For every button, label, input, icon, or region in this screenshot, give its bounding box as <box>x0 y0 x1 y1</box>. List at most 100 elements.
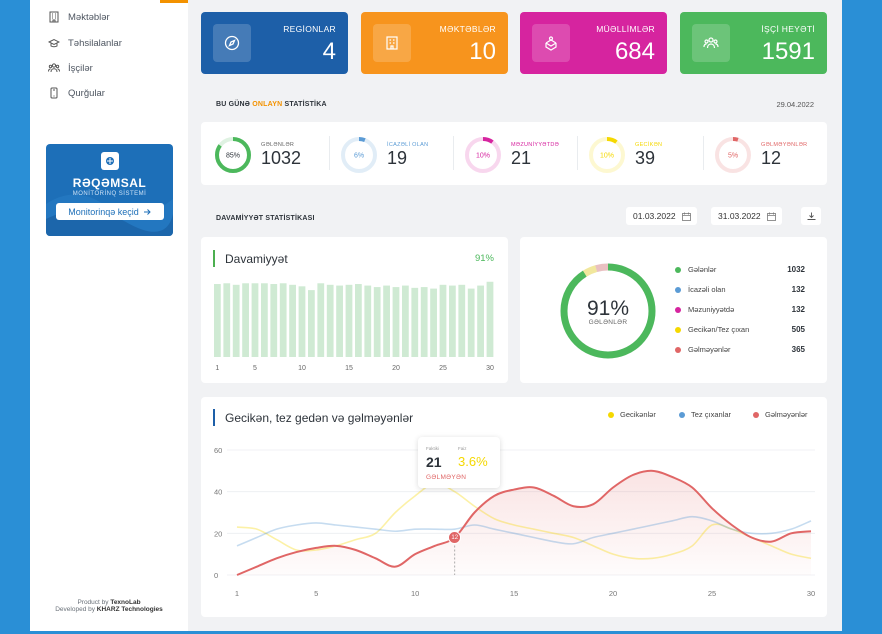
compass-icon <box>213 24 251 62</box>
date-to-value: 31.03.2022 <box>718 211 761 221</box>
device-icon <box>50 87 58 99</box>
date-from-value: 01.03.2022 <box>633 211 676 221</box>
monitoring-link-button[interactable]: Monitorinqə keçid <box>55 203 164 220</box>
donut-legend-row: Gəlməyənlər 365 <box>675 345 805 354</box>
legend-label: Gəlməyənlər <box>765 410 808 419</box>
legend-label: İcazəli olan <box>688 285 726 294</box>
ring-fill <box>715 137 751 173</box>
legend-dot <box>679 411 685 418</box>
tooltip-value-b: 3.6% <box>458 454 488 469</box>
x-tick-label: 10 <box>411 589 419 598</box>
x-tick-label: 15 <box>510 589 518 598</box>
download-button[interactable] <box>801 207 821 225</box>
attendance-bar <box>270 284 278 357</box>
online-stats-date: 29.04.2022 <box>776 100 814 109</box>
graduation-cap-icon <box>48 38 60 48</box>
attendance-heading: DAVAMİYYƏT STATİSTİKASI <box>216 215 315 222</box>
online-stat-value: 21 <box>511 147 532 168</box>
stat-label: REGİONLAR <box>283 24 336 34</box>
attendance-bar <box>251 283 259 357</box>
y-tick-label: 20 <box>214 529 222 538</box>
y-tick-label: 0 <box>214 571 218 580</box>
staff-icon <box>692 24 730 62</box>
donut-segment <box>560 263 656 359</box>
attendance-bar <box>420 287 428 357</box>
x-tick-label: 5 <box>314 589 318 598</box>
attendance-bar <box>486 281 494 357</box>
legend-dot <box>608 411 614 418</box>
x-tick-label: 5 <box>253 365 257 372</box>
monitoring-link-label: Monitorinqə keçid <box>68 206 139 217</box>
progress-ring: 85% <box>215 137 251 173</box>
app-frame: Məktəblər Təhsilalanlar İşçilər Qurğular… <box>30 0 842 631</box>
attendance-bar <box>411 287 419 357</box>
ring-percent: 10% <box>600 153 614 160</box>
sidebar-item-schools[interactable]: Məktəblər <box>48 11 110 23</box>
progress-ring: 5% <box>715 137 751 173</box>
attendance-bar <box>223 283 231 357</box>
sidebar-item-label: İşçilər <box>68 62 93 74</box>
sidebar-item-workers[interactable]: İşçilər <box>48 62 93 74</box>
heading-prefix: BU GÜNƏ <box>216 101 251 108</box>
promo-title: RƏQƏMSAL <box>72 176 147 190</box>
legend-item-late: Gecikənlər <box>608 410 656 419</box>
stat-label: MÜƏLLİMLƏR <box>596 24 655 34</box>
stat-value: 1591 <box>761 38 815 65</box>
x-tick-label: 15 <box>345 365 353 372</box>
stat-card-staff[interactable]: İŞÇİ HEYƏTİ 1591 <box>680 12 827 74</box>
x-tick-label: 30 <box>486 365 494 372</box>
legend-dot <box>675 346 681 353</box>
attendance-bar <box>242 283 249 357</box>
attendance-bar <box>214 284 221 357</box>
online-stat-text: GƏLMƏYƏNLƏR 12 <box>761 142 807 169</box>
monitoring-promo-card: RƏQƏMSAL MONİTORİNQ SİSTEMİ Monitorinqə … <box>46 144 173 236</box>
legend-dot <box>675 286 681 293</box>
donut-legend-row: İcazəli olan 132 <box>675 285 805 294</box>
stat-divider <box>453 136 454 170</box>
attendance-panel-title: Davamiyyət <box>225 252 288 266</box>
date-to-picker[interactable]: 31.03.2022 <box>711 207 782 225</box>
attendance-bar <box>232 284 240 357</box>
attendance-bar <box>402 285 409 357</box>
chart-point-marker: 12 <box>448 531 462 544</box>
sidebar-item-students[interactable]: Təhsilalanlar <box>48 37 122 49</box>
attendance-bar <box>392 287 400 357</box>
attendance-bar <box>449 285 456 357</box>
stat-card-schools[interactable]: MƏKTƏBLƏR 10 <box>361 12 508 74</box>
sidebar-item-label: Məktəblər <box>68 11 110 23</box>
online-stat-item: 85% GƏLƏNLƏR 1032 <box>213 132 301 178</box>
progress-ring: 10% <box>465 137 501 173</box>
x-tick-label: 1 <box>235 589 239 598</box>
ring-fill <box>589 137 625 173</box>
online-stat-label: GECİKƏN <box>635 141 663 148</box>
x-tick-label: 1 <box>215 365 219 372</box>
stat-card-teachers[interactable]: MÜƏLLİMLƏR 684 <box>520 12 667 74</box>
online-stat-label: GƏLƏNLƏR <box>261 141 295 148</box>
donut-center-value: 91% <box>586 297 630 320</box>
x-tick-label: 20 <box>609 589 617 598</box>
panel-title-accent <box>213 409 215 426</box>
y-tick-label: 40 <box>214 488 222 497</box>
attendance-bar <box>279 283 287 357</box>
ring-fill <box>465 137 501 173</box>
download-icon <box>807 212 815 220</box>
panel-title-accent <box>213 250 215 267</box>
attendance-bar-panel: Davamiyyət 91% 1 5 10 15 20 25 30 <box>201 237 508 383</box>
school-icon <box>373 24 411 62</box>
stat-label: İŞÇİ HEYƏTİ <box>761 24 815 34</box>
sidebar-item-devices[interactable]: Qurğular <box>48 87 105 99</box>
stat-card-regions[interactable]: REGİONLAR 4 <box>201 12 348 74</box>
legend-dot <box>675 326 681 333</box>
credit-prefix: Product by <box>77 599 109 606</box>
online-stat-label: MƏZUNİYYƏTDƏ <box>511 141 560 148</box>
date-from-picker[interactable]: 01.03.2022 <box>626 207 697 225</box>
promo-subtitle: MONİTORİNQ SİSTEMİ <box>72 191 147 197</box>
legend-label: Gələnlər <box>688 265 717 274</box>
sidebar-item-label: Qurğular <box>68 87 105 99</box>
x-tick-label: 20 <box>392 365 400 372</box>
tooltip-caption: GƏLMƏYƏN <box>426 474 467 481</box>
donut-legend-row: Məzuniyyətdə 132 <box>675 305 805 314</box>
x-tick-label: 10 <box>298 365 306 372</box>
online-stat-item: 5% GƏLMƏYƏNLƏR 12 <box>713 132 807 178</box>
